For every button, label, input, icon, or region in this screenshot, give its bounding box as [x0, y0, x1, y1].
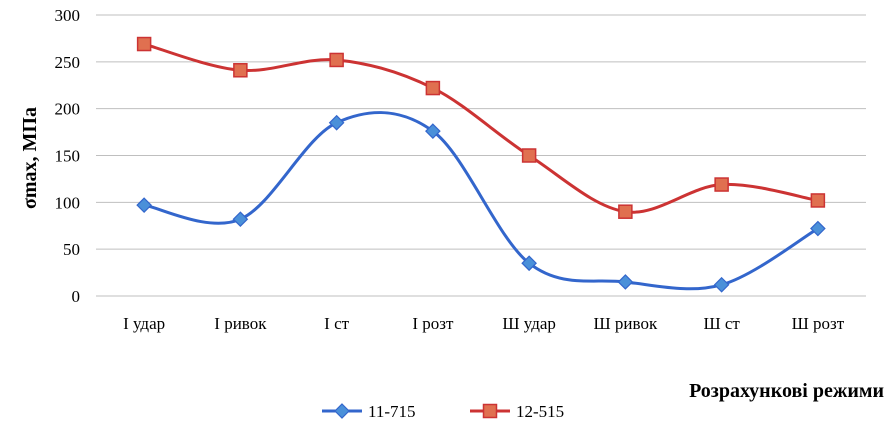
y-tick-label: 100 — [55, 193, 81, 212]
data-point — [330, 53, 343, 66]
x-tick-label: I розт — [412, 314, 454, 333]
data-point — [523, 149, 536, 162]
data-point — [811, 222, 825, 236]
y-tick-label: 250 — [55, 53, 81, 72]
data-point — [233, 212, 247, 226]
legend-swatch-marker — [484, 405, 497, 418]
legend-label: 12-515 — [516, 402, 564, 421]
legend-label: 11-715 — [368, 402, 416, 421]
data-point — [715, 278, 729, 292]
y-tick-label: 0 — [72, 287, 81, 306]
data-point — [715, 178, 728, 191]
y-tick-label: 50 — [63, 240, 80, 259]
x-tick-label: Ш ривок — [594, 314, 658, 333]
series-12-515 — [138, 38, 825, 219]
y-axis-label: σmax, МПа — [19, 107, 41, 209]
x-axis-label: Розрахункові режими — [689, 380, 884, 402]
x-tick-label: I ривок — [214, 314, 267, 333]
legend: 11-715 12-515 — [322, 402, 564, 421]
data-point — [138, 38, 151, 51]
y-tick-labels: 0 50 100 150 200 250 300 — [55, 6, 81, 306]
data-point — [618, 275, 632, 289]
x-tick-label: Ш ст — [703, 314, 740, 333]
x-tick-label: I ст — [324, 314, 349, 333]
data-point — [234, 64, 247, 77]
data-point — [619, 205, 632, 218]
x-tick-label: I удар — [123, 314, 165, 333]
data-point — [426, 82, 439, 95]
x-tick-label: Ш удар — [502, 314, 556, 333]
data-point — [811, 194, 824, 207]
y-tick-label: 200 — [55, 100, 81, 119]
y-tick-label: 300 — [55, 6, 81, 25]
y-tick-label: 150 — [55, 147, 81, 166]
legend-swatch-marker — [335, 404, 349, 418]
data-point — [330, 116, 344, 130]
legend-item: 11-715 — [322, 402, 416, 421]
grid-lines — [96, 15, 866, 296]
series-line — [144, 112, 818, 288]
series-layer — [137, 38, 825, 292]
legend-item: 12-515 — [470, 402, 564, 421]
x-tick-label: Ш розт — [792, 314, 845, 333]
x-tick-labels: I удар I ривок I ст I розт Ш удар Ш ривок Ш ст… — [123, 314, 845, 333]
data-point — [137, 198, 151, 212]
